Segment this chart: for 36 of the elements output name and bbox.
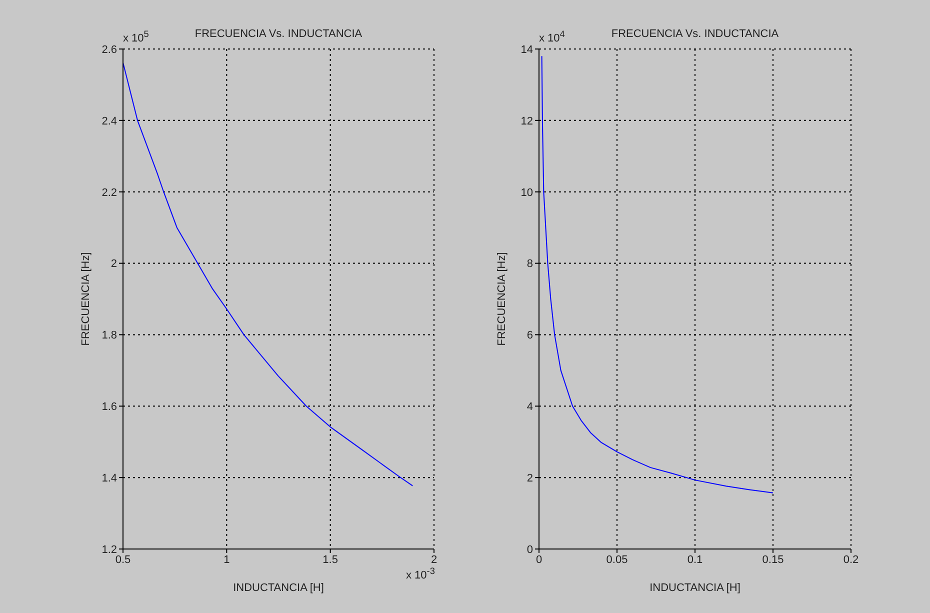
x-tick-label: 1 (224, 554, 230, 566)
x-axis-title: INDUCTANCIA [H] (650, 582, 740, 594)
y-tick-label: 0 (526, 544, 533, 556)
line-series (541, 56, 774, 494)
text: x 10$^{5}$ (123, 29, 149, 45)
x-tick-label: 0 (536, 554, 542, 566)
x-tick-label: 2 (430, 554, 438, 566)
y-axis-title: FRECUENCIA [Hz] (80, 252, 92, 346)
y-axis-title: FRECUENCIA [Hz] (496, 252, 508, 346)
x-axis-title: INDUCTANCIA [H] (233, 582, 324, 594)
y-tick-label: 10 (520, 186, 533, 199)
text: x 10$^{4}$ (539, 29, 565, 45)
y-tick-label: 1.8 (102, 330, 117, 342)
y-tick-label: 8 (526, 258, 533, 270)
y-tick-label: 12 (520, 115, 533, 128)
y-tick-label: 2.2 (102, 186, 117, 199)
chart-title: FRECUENCIA Vs. INDUCTANCIA (194, 28, 362, 40)
y-tick-label: 2 (110, 258, 117, 270)
x-tick-label: 0.5 (115, 554, 131, 566)
y-tick-label: 1.6 (102, 401, 117, 414)
y-tick-label: 1.2 (102, 544, 117, 556)
x-tick-label: 0.2 (843, 554, 859, 566)
y-tick-label: 6 (526, 330, 533, 342)
y-tick-label: 1.4 (102, 472, 117, 484)
y-tick-label: 2 (526, 472, 533, 484)
chart-title: FRECUENCIA Vs. INDUCTANCIA (611, 28, 779, 40)
x-tick-label: 0.1 (687, 554, 703, 566)
y-tick-label: 4 (526, 401, 533, 414)
text: x 10$^{-3}$ (406, 566, 435, 582)
y-tick-label: 14 (520, 44, 533, 56)
x-tick-label: 0.05 (606, 554, 628, 566)
y-tick-label: 2.4 (102, 115, 117, 128)
x-tick-label: 0.15 (762, 554, 784, 566)
x-tick-label: 1.5 (322, 554, 338, 566)
line-series (123, 62, 414, 486)
y-tick-label: 2.6 (102, 44, 117, 56)
